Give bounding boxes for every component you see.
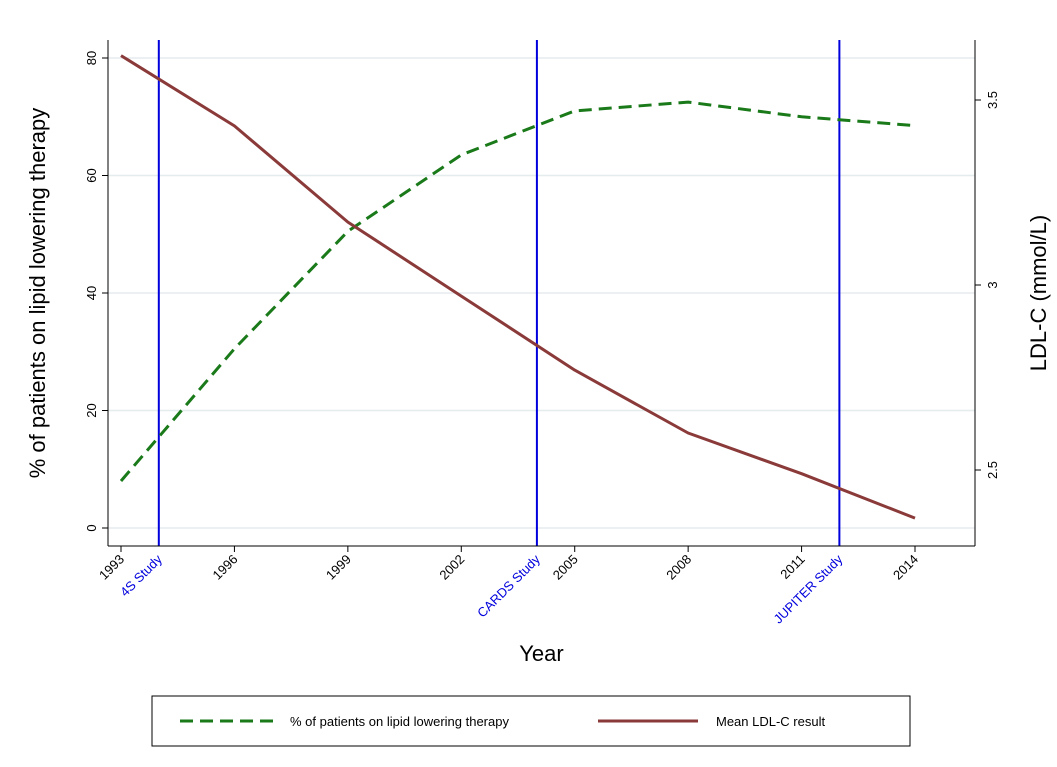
legend-label-ldl: Mean LDL-C result	[716, 714, 825, 729]
reference-label: JUPITER Study	[771, 551, 846, 626]
legend: % of patients on lipid lowering therapy …	[151, 695, 911, 747]
x-tick-label: 1999	[323, 552, 354, 583]
x-tick-label: 2008	[663, 552, 694, 583]
right-y-tick-label: 3.5	[985, 91, 1000, 109]
grid-layer	[108, 57, 975, 529]
x-tick-label: 1996	[209, 552, 240, 583]
left-y-tick-label: 20	[84, 403, 99, 417]
left-y-tick-label: 0	[84, 524, 99, 531]
axes-layer: 0 20 40 60 80 2.5 3 3.5 1993 1996 1999 2002 2005 2008…	[84, 40, 1000, 626]
left-y-tick-label: 40	[84, 286, 99, 300]
x-tick-label: 2011	[777, 552, 807, 582]
series-line-therapy	[119, 100, 916, 482]
right-y-tick-label: 2.5	[985, 461, 1000, 479]
x-tick-label: 1993	[96, 552, 127, 583]
reference-label: CARDS Study	[474, 551, 543, 620]
x-axis-title: Year	[519, 641, 563, 666]
x-tick-label: 2014	[890, 552, 921, 583]
reference-lines	[157, 40, 841, 546]
left-y-tick-label: 80	[84, 51, 99, 65]
left-y-tick-label: 60	[84, 168, 99, 182]
series-layer	[119, 54, 916, 520]
right-y-tick-label: 3	[985, 281, 1000, 288]
right-y-axis-title: LDL-C (mmol/L)	[1026, 215, 1051, 371]
legend-label-therapy: % of patients on lipid lowering therapy	[290, 714, 509, 729]
x-tick-label: 2002	[436, 552, 467, 583]
reference-label: 4S Study	[117, 551, 165, 599]
left-y-axis-title: % of patients on lipid lowering therapy	[25, 108, 50, 479]
legend-box	[151, 695, 911, 747]
series-line-ldl	[120, 54, 916, 520]
x-tick-label: 2005	[550, 552, 581, 583]
